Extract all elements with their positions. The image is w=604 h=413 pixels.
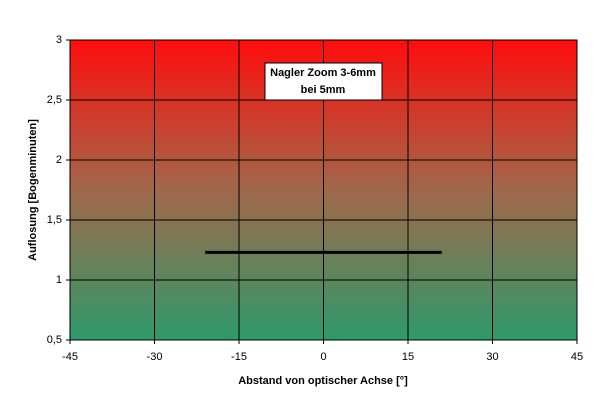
- x-tick-label: -15: [231, 351, 247, 363]
- annotation: Nagler Zoom 3-6mm: [270, 67, 376, 79]
- y-tick-label: 2,5: [47, 94, 62, 106]
- y-tick-label: 1,5: [47, 214, 62, 226]
- y-tick-label: 0,5: [47, 334, 62, 346]
- x-tick-label: 0: [320, 351, 326, 363]
- x-tick-label: -45: [62, 351, 78, 363]
- x-tick-label: -30: [147, 351, 163, 363]
- y-tick-label: 3: [56, 34, 62, 46]
- annotation: bei 5mm: [301, 84, 346, 96]
- x-tick-label: 15: [402, 351, 414, 363]
- x-tick-label: 30: [486, 351, 498, 363]
- y-axis-label: Auflosung [Bogenminuten]: [27, 119, 39, 261]
- annotation-box: [264, 62, 383, 101]
- x-tick-label: 45: [571, 351, 583, 363]
- y-tick-label: 2: [56, 154, 62, 166]
- y-tick-label: 1: [56, 274, 62, 286]
- x-axis-label: Abstand von optischer Achse [°]: [238, 375, 408, 387]
